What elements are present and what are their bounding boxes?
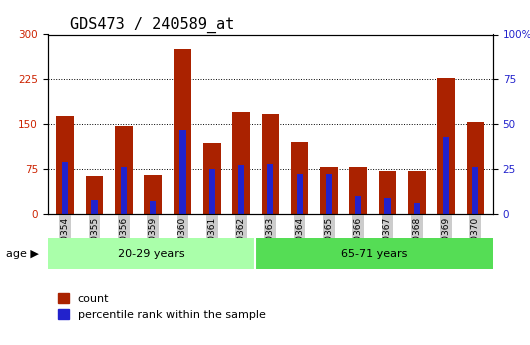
Legend: count, percentile rank within the sample: count, percentile rank within the sample: [53, 288, 270, 324]
Bar: [57, 116, 74, 214]
Bar: [408, 171, 426, 214]
Text: GSM10359: GSM10359: [148, 217, 157, 266]
Text: GSM10370: GSM10370: [471, 217, 480, 266]
Text: GSM10356: GSM10356: [119, 217, 128, 266]
Bar: [472, 167, 479, 214]
Bar: [355, 196, 361, 214]
Bar: [144, 175, 162, 214]
Text: GSM10366: GSM10366: [354, 217, 363, 266]
Bar: [267, 164, 273, 214]
Text: GSM10355: GSM10355: [90, 217, 99, 266]
Text: GSM10369: GSM10369: [441, 217, 450, 266]
Text: GSM10360: GSM10360: [178, 217, 187, 266]
Bar: [62, 162, 68, 214]
Text: GDS473 / 240589_at: GDS473 / 240589_at: [70, 17, 234, 33]
Text: GSM10354: GSM10354: [61, 217, 70, 266]
Bar: [150, 201, 156, 214]
Bar: [209, 169, 215, 214]
Bar: [121, 167, 127, 214]
Text: GSM10362: GSM10362: [236, 217, 245, 266]
Text: age ▶: age ▶: [6, 249, 39, 258]
Text: GSM10365: GSM10365: [324, 217, 333, 266]
Bar: [255, 238, 493, 269]
Bar: [261, 114, 279, 214]
Bar: [466, 122, 484, 214]
Text: GSM10363: GSM10363: [266, 217, 275, 266]
Bar: [349, 167, 367, 214]
Bar: [238, 166, 244, 214]
Text: GSM10364: GSM10364: [295, 217, 304, 266]
Bar: [320, 167, 338, 214]
Bar: [174, 49, 191, 214]
Bar: [326, 175, 332, 214]
Bar: [48, 238, 255, 269]
Bar: [296, 175, 303, 214]
Text: 65-71 years: 65-71 years: [341, 249, 408, 258]
Bar: [115, 126, 132, 214]
Bar: [86, 176, 103, 214]
Bar: [378, 171, 396, 214]
Bar: [414, 203, 420, 214]
Bar: [384, 198, 391, 214]
Text: 20-29 years: 20-29 years: [118, 249, 185, 258]
Bar: [179, 130, 186, 214]
Text: GSM10367: GSM10367: [383, 217, 392, 266]
Bar: [443, 137, 449, 214]
Text: GSM10368: GSM10368: [412, 217, 421, 266]
Bar: [92, 199, 98, 214]
Bar: [232, 112, 250, 214]
Bar: [291, 142, 308, 214]
Text: GSM10361: GSM10361: [207, 217, 216, 266]
Bar: [203, 143, 220, 214]
Bar: [437, 78, 455, 214]
